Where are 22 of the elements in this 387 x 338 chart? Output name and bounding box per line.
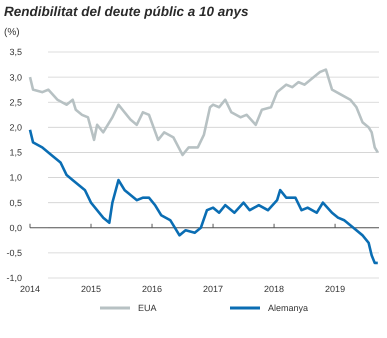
y-tick-label: 2,0 — [9, 122, 22, 132]
y-tick-label: 0,0 — [9, 222, 22, 233]
y-axis-title: (%) — [4, 27, 20, 38]
x-tick-label: 2016 — [142, 284, 162, 294]
y-tick-label: 2,5 — [9, 97, 22, 108]
y-tick-label: 0,5 — [9, 198, 22, 208]
y-tick-label: -0,5 — [6, 248, 22, 258]
line-series — [28, 68, 380, 156]
chart-title: Rendibilitat del deute públic a 10 anys — [4, 4, 250, 19]
y-tick-label: 3,0 — [9, 72, 22, 82]
legend-label: Alemanya — [268, 303, 308, 314]
x-tick-label: 2015 — [81, 284, 102, 294]
x-tick-label: 2018 — [264, 284, 284, 294]
legend-label: EUA — [138, 303, 157, 314]
y-tick-label: 1,0 — [9, 172, 22, 183]
line-series — [28, 128, 380, 264]
y-tick-label: 1,5 — [9, 148, 22, 158]
y-tick-label: -1,0 — [6, 273, 22, 284]
x-tick-label: 2014 — [20, 284, 40, 294]
x-tick-label: 2019 — [325, 284, 346, 294]
x-tick-label: 2017 — [203, 284, 224, 294]
y-tick-label: 3,5 — [9, 47, 22, 58]
